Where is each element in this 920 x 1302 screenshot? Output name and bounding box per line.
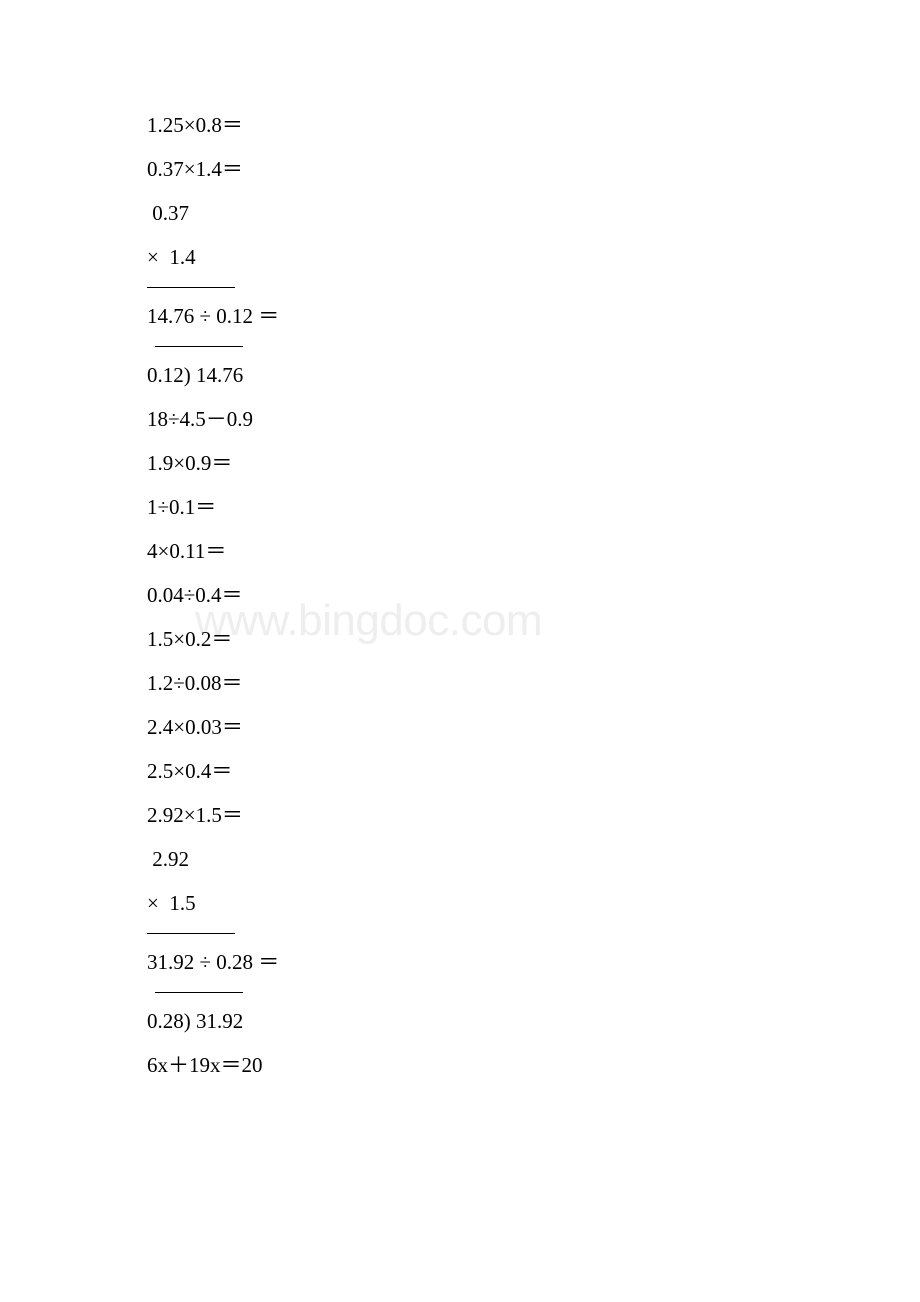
equation-line: 0.37×1.4＝ bbox=[147, 159, 773, 180]
horizontal-rule bbox=[147, 287, 235, 288]
equation-line: 6x＋19x＝20 bbox=[147, 1055, 773, 1076]
equation-line: 0.04÷0.4＝ bbox=[147, 585, 773, 606]
equation-line: 1.5×0.2＝ bbox=[147, 629, 773, 650]
horizontal-rule bbox=[155, 992, 243, 993]
equation-line: 1.2÷0.08＝ bbox=[147, 673, 773, 694]
long-division-line: 0.28) 31.92 bbox=[147, 1011, 773, 1032]
equation-line: 2.5×0.4＝ bbox=[147, 761, 773, 782]
equation-line: 2.92×1.5＝ bbox=[147, 805, 773, 826]
long-division-line: 0.12) 14.76 bbox=[147, 365, 773, 386]
equation-line: 1÷0.1＝ bbox=[147, 497, 773, 518]
equation-line: 4×0.11＝ bbox=[147, 541, 773, 562]
equation-line: 31.92 ÷ 0.28 ＝ bbox=[147, 952, 773, 973]
equation-line: 2.4×0.03＝ bbox=[147, 717, 773, 738]
multiplication-operand: 2.92 bbox=[147, 849, 773, 870]
multiplication-operand: × 1.4 bbox=[147, 247, 773, 268]
multiplication-operand: 0.37 bbox=[147, 203, 773, 224]
horizontal-rule bbox=[155, 346, 243, 347]
horizontal-rule bbox=[147, 933, 235, 934]
equation-line: 1.25×0.8＝ bbox=[147, 115, 773, 136]
equation-line: 14.76 ÷ 0.12 ＝ bbox=[147, 306, 773, 327]
equation-line: 18÷4.5－0.9 bbox=[147, 409, 773, 430]
document-body: 1.25×0.8＝ 0.37×1.4＝ 0.37 × 1.4 14.76 ÷ 0… bbox=[147, 115, 773, 1099]
equation-line: 1.9×0.9＝ bbox=[147, 453, 773, 474]
multiplication-operand: × 1.5 bbox=[147, 893, 773, 914]
